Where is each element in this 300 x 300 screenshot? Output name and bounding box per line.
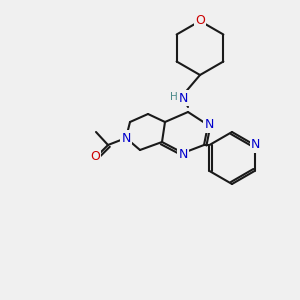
Text: H: H xyxy=(170,92,178,102)
Text: O: O xyxy=(195,14,205,28)
Text: N: N xyxy=(204,118,214,131)
Text: N: N xyxy=(178,92,188,104)
Text: N: N xyxy=(121,131,131,145)
Text: N: N xyxy=(251,139,260,152)
Text: O: O xyxy=(90,151,100,164)
Text: N: N xyxy=(178,148,188,160)
